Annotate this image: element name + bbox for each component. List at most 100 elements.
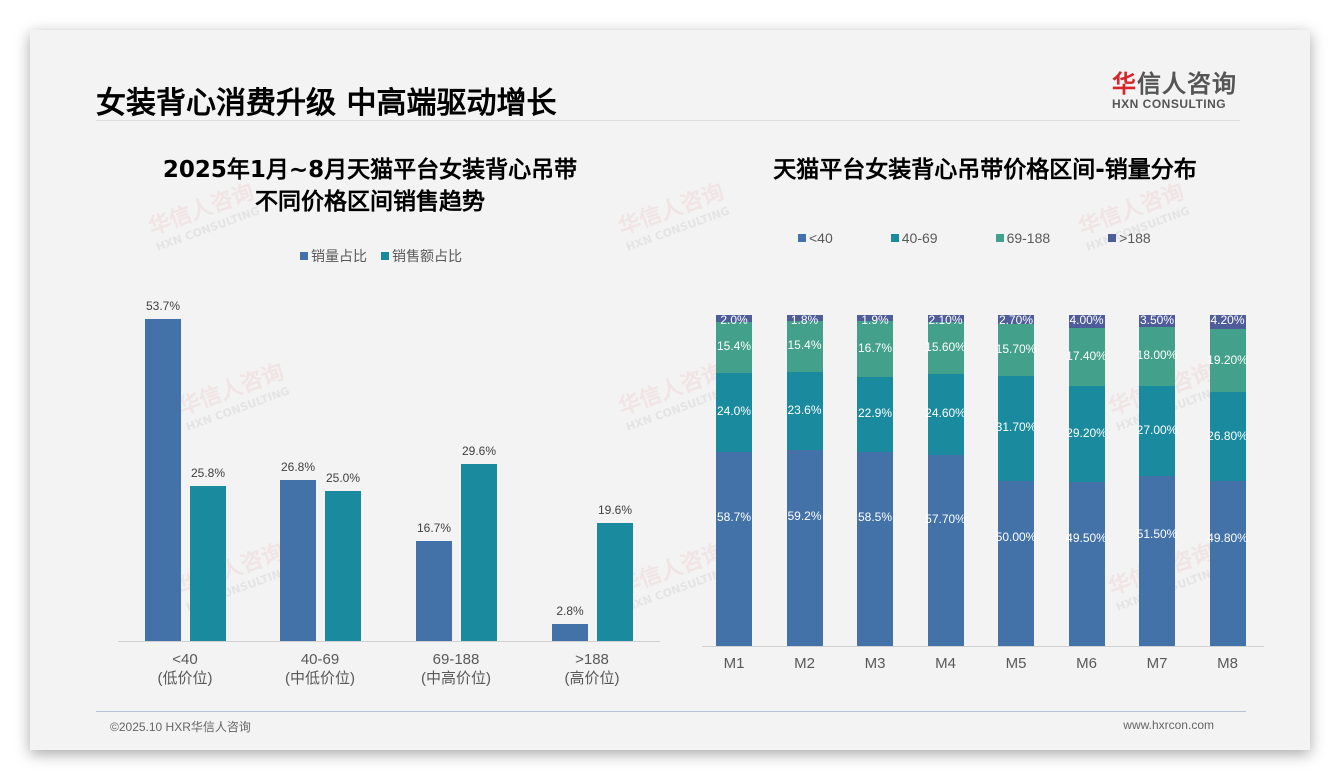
segment-label: 31.70% (995, 420, 1037, 435)
stacked-bar-M1: 58.7% 24.0% 15.4% 2.0% (716, 313, 752, 646)
segment-label: 2.70% (998, 313, 1034, 327)
footer-copyright: ©2025.10 HXR华信人咨询 (110, 720, 251, 734)
bar-segment: 29.20% (1066, 385, 1107, 483)
x-axis-line (702, 646, 1264, 647)
legend-swatch-icon (995, 234, 1004, 242)
segment-label: 24.0% (716, 404, 752, 419)
bar-revenue (461, 463, 497, 641)
legend-swatch-icon (381, 252, 389, 260)
segment-label: 24.60% (925, 406, 966, 421)
logo-en-text: HXN CONSULTING (1112, 97, 1227, 111)
footer-website: www.hxrcon.com (1123, 718, 1214, 732)
bar-volume (552, 624, 588, 641)
bar-segment: 1.9% (857, 313, 893, 327)
x-axis-label: M2 (794, 655, 815, 672)
data-label: 26.8% (280, 460, 316, 475)
page-title: 女装背心消费升级 中高端驱动增长 (96, 86, 557, 121)
bar-segment: 19.20% (1207, 328, 1248, 393)
segment-label: 27.00% (1136, 422, 1178, 437)
stacked-bar-M8: 49.80% 26.80% 19.20% 4.20% (1207, 313, 1248, 646)
x-axis-label: M7 (1146, 655, 1168, 672)
legend-swatch-icon (1108, 234, 1117, 242)
x-axis-label: M1 (723, 655, 745, 672)
x-axis-label: M3 (864, 655, 886, 672)
data-label: 2.8% (556, 604, 584, 619)
legend-swatch-icon (890, 234, 899, 242)
bar-segment: 22.9% (857, 376, 893, 453)
x-axis-label: >188 (高价位) (542, 650, 642, 688)
stacked-bar-M5: 50.00% 31.70% 15.70% 2.70% (996, 313, 1036, 646)
bar-segment: 50.00% (996, 480, 1036, 646)
bar-segment: 49.50% (1066, 482, 1107, 646)
x-axis-label-tier: (中低价位) (285, 670, 355, 687)
bar-segment: 31.70% (996, 375, 1036, 481)
x-axis-label: M6 (1076, 655, 1097, 672)
segment-label: 2.0% (720, 313, 748, 327)
segment-label: 22.9% (857, 406, 893, 421)
bar-segment: 58.7% (716, 451, 752, 646)
segment-label: 1.8% (790, 313, 819, 327)
footer-divider (96, 711, 1246, 712)
company-logo: 华信人咨询 HXN CONSULTING (1112, 64, 1237, 111)
legend-item-sales-revenue: 销售额占比 (381, 246, 462, 266)
bar-segment: 17.40% (1066, 328, 1107, 386)
bar-segment: 51.50% (1137, 475, 1177, 646)
segment-label: 49.50% (1066, 531, 1107, 546)
segment-label: 15.4% (716, 339, 752, 354)
bar-segment: 15.4% (716, 321, 752, 373)
bar-segment: 4.20% (1209, 313, 1246, 329)
x-axis-label-range: <40 (172, 651, 198, 668)
bar-segment: 18.00% (1137, 326, 1177, 387)
logo-cn-text: 信人咨询 (1137, 70, 1237, 98)
stacked-bar-M3: 58.5% 22.9% 16.7% 1.9% (857, 313, 893, 646)
x-axis-label: 69-188 (中高价位) (406, 650, 506, 688)
segment-label: 19.20% (1207, 352, 1248, 367)
x-axis-label-range: 40-69 (300, 651, 340, 668)
legend-item-lt40: <40 (798, 230, 833, 246)
bar-segment: 26.80% (1207, 392, 1248, 482)
legend-item-gt188: >188 (1108, 230, 1151, 246)
bar-revenue (190, 486, 226, 641)
data-label: 29.6% (461, 443, 497, 458)
data-label: 16.7% (416, 520, 452, 535)
segment-label: 50.00% (995, 530, 1037, 545)
segment-label: 49.80% (1207, 530, 1248, 545)
slide: 华信人咨询 HXN CONSULTING 华信人咨询 HXN CONSULTING 华信… (30, 30, 1310, 750)
data-label: 53.7% (145, 299, 181, 313)
segment-label: 16.7% (857, 340, 893, 355)
bar-segment: 59.2% (786, 450, 823, 646)
bar-segment: 23.6% (786, 371, 823, 451)
right-chart-title: 天猫平台女装背心吊带价格区间-销量分布 (773, 157, 1197, 183)
left-chart-title-line2: 不同价格区间销售趋势 (255, 189, 485, 215)
stacked-bar-M2: 59.2% 23.6% 15.4% 1.8% (786, 313, 823, 646)
bar-volume (416, 540, 452, 641)
segment-label: 18.00% (1136, 348, 1178, 363)
bar-segment: 2.70% (998, 313, 1034, 327)
segment-label: 15.4% (787, 338, 822, 353)
segment-label: 4.00% (1069, 313, 1104, 327)
segment-label: 17.40% (1066, 348, 1107, 363)
segment-label: 51.50% (1136, 526, 1178, 541)
bar-segment: 15.4% (786, 320, 823, 372)
bar-segment: 24.0% (716, 372, 752, 452)
left-chart-legend: 销量占比 销售额占比 (300, 246, 476, 266)
x-axis-label: M5 (1005, 655, 1027, 672)
segment-label: 58.5% (857, 510, 893, 525)
data-label: 25.0% (325, 471, 361, 486)
segment-label: 26.80% (1207, 428, 1248, 443)
segment-label: 15.60% (925, 339, 966, 354)
legend-item-69-188: 69-188 (995, 230, 1050, 246)
x-axis-label: M8 (1217, 655, 1238, 672)
data-label: 19.6% (597, 503, 633, 518)
legend-item-sales-volume: 销量占比 (300, 246, 367, 266)
bar-segment: 3.50% (1139, 313, 1175, 327)
right-chart-legend: <40 40-69 69-188 >188 (798, 230, 1165, 246)
bar-segment: 16.7% (857, 321, 893, 377)
segment-label: 15.70% (995, 341, 1037, 356)
legend-item-40-69: 40-69 (890, 230, 938, 246)
x-axis-label-tier: (低价位) (157, 670, 213, 687)
stacked-bar-M4: 57.70% 24.60% 15.60% 2.10% (925, 313, 966, 646)
segment-label: 2.10% (928, 313, 963, 327)
